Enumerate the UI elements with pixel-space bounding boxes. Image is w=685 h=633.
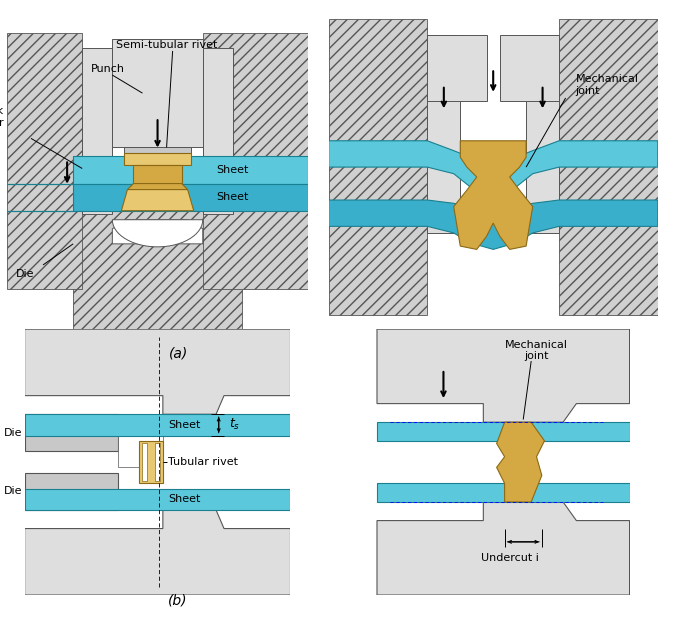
Polygon shape (121, 190, 194, 211)
Bar (25, 489, 290, 510)
Text: Blank
holder: Blank holder (0, 106, 4, 128)
Bar (118, 436, 163, 467)
Polygon shape (134, 165, 182, 184)
Polygon shape (329, 19, 427, 315)
Bar (25, 414, 290, 436)
Polygon shape (377, 329, 630, 422)
Text: Mechanical
joint: Mechanical joint (505, 340, 568, 361)
Text: Sheet: Sheet (168, 420, 200, 430)
Polygon shape (526, 35, 559, 233)
Polygon shape (203, 33, 308, 289)
Polygon shape (112, 39, 203, 147)
Polygon shape (497, 422, 545, 502)
Polygon shape (125, 153, 190, 165)
Text: Punch: Punch (91, 64, 125, 74)
Text: Mechanical
joint: Mechanical joint (575, 74, 638, 96)
Polygon shape (453, 141, 533, 249)
Text: (b): (b) (169, 594, 188, 608)
Polygon shape (329, 200, 658, 249)
Text: Die: Die (3, 486, 22, 496)
Polygon shape (82, 48, 112, 214)
Polygon shape (7, 184, 308, 211)
Text: Undercut i: Undercut i (481, 553, 539, 563)
Polygon shape (329, 141, 658, 190)
Text: Sheet: Sheet (168, 494, 200, 505)
Polygon shape (73, 190, 242, 334)
Polygon shape (125, 147, 190, 165)
Bar (142, 444, 147, 480)
Text: Sheet: Sheet (216, 192, 249, 202)
Polygon shape (25, 329, 290, 414)
Polygon shape (559, 19, 658, 315)
Polygon shape (127, 184, 188, 190)
Polygon shape (377, 502, 630, 595)
Polygon shape (7, 156, 308, 184)
Polygon shape (203, 48, 233, 214)
Text: (a): (a) (169, 347, 188, 361)
Bar (377, 422, 630, 441)
Text: $t_s$: $t_s$ (229, 417, 240, 432)
Text: Tubular rivet: Tubular rivet (169, 457, 238, 467)
Text: Die: Die (16, 269, 34, 279)
Bar (377, 484, 630, 502)
Polygon shape (427, 35, 486, 101)
Text: Sheet: Sheet (216, 165, 249, 175)
Text: Semi-tubular rivet: Semi-tubular rivet (116, 40, 217, 50)
Text: Die: Die (3, 428, 22, 438)
Polygon shape (427, 35, 460, 233)
Polygon shape (112, 220, 203, 247)
Bar (155, 444, 160, 480)
Polygon shape (112, 220, 203, 244)
Polygon shape (25, 473, 118, 510)
Polygon shape (25, 414, 118, 451)
Bar (139, 441, 163, 484)
Polygon shape (25, 510, 290, 595)
Polygon shape (7, 33, 82, 289)
Polygon shape (500, 35, 559, 101)
